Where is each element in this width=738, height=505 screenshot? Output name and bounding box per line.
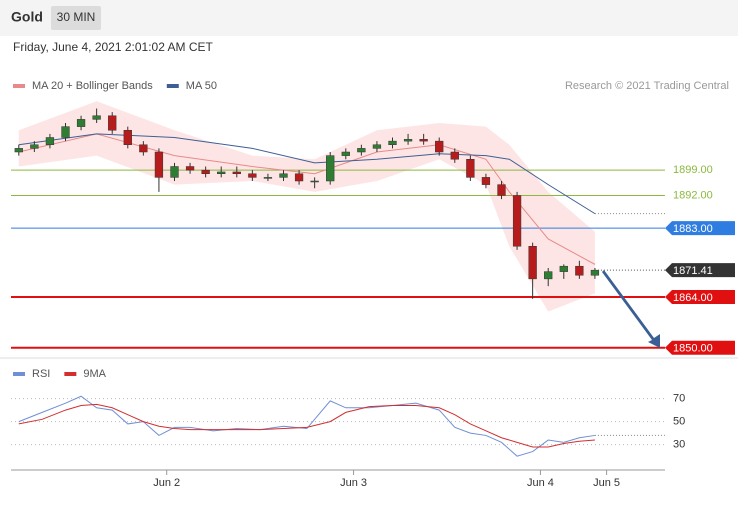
candle-body	[512, 195, 522, 247]
candle-body	[232, 171, 241, 174]
timeframe-label[interactable]: 30 MIN	[57, 10, 96, 24]
instrument-title: Gold	[11, 9, 43, 25]
candle-body	[248, 173, 257, 178]
candle-body	[481, 177, 491, 185]
candle-body	[279, 173, 288, 178]
candle-body	[590, 269, 600, 276]
date: Friday, June 4, 2021 2:01:02 AM CET	[13, 40, 214, 54]
level-label: 1899.00	[673, 164, 713, 176]
rsi-line	[18, 403, 595, 448]
level-label-box	[665, 290, 735, 304]
candle-body	[466, 159, 475, 178]
candle-body	[357, 148, 366, 153]
legend-swatch	[166, 84, 179, 88]
candle-body	[403, 139, 413, 142]
last-price-label: 1871.41	[673, 265, 713, 277]
candle-body	[14, 148, 23, 153]
candle-body	[263, 177, 273, 179]
x-tick-label: Jun 2	[153, 477, 180, 489]
header-bar	[0, 0, 738, 36]
y-tick-label: 50	[673, 416, 685, 428]
legend-label: MA 50	[186, 80, 217, 92]
level-label: 1892.00	[673, 189, 713, 201]
candle-body	[185, 166, 195, 171]
candle-body	[45, 137, 55, 145]
candle-body	[217, 171, 226, 174]
candle-body	[575, 265, 584, 276]
candle-body	[123, 130, 132, 145]
legend-swatch	[13, 84, 25, 88]
candle-body	[76, 119, 86, 127]
candle-body	[497, 184, 506, 196]
candle-body	[388, 140, 397, 145]
candle-body	[419, 139, 428, 142]
candle-body	[294, 173, 304, 182]
y-tick-label: 70	[673, 392, 685, 404]
candle-body	[201, 169, 210, 174]
bollinger-band	[18, 101, 595, 312]
rsi-line	[18, 395, 596, 457]
candle-body	[170, 166, 179, 178]
candle-body	[372, 144, 382, 149]
legend-label: MA 20 + Bollinger Bands	[32, 80, 153, 92]
candle-body	[450, 151, 459, 160]
candle-body	[310, 180, 319, 183]
candle-body	[326, 155, 335, 182]
y-tick-label: 30	[673, 439, 685, 451]
candle-body	[108, 115, 117, 131]
level-label: 1883.00	[673, 223, 713, 235]
candle-body	[528, 246, 537, 280]
level-label-box	[665, 221, 735, 236]
level-label-box	[665, 340, 735, 355]
candle-body	[341, 151, 350, 156]
level-label: 1864.00	[673, 292, 713, 304]
x-tick-label: Jun 4	[527, 477, 554, 489]
moving-average	[18, 133, 596, 215]
last-price-box	[665, 263, 735, 278]
candle-body	[92, 115, 101, 120]
timeframe-button[interactable]	[51, 6, 101, 30]
x-tick-label: Jun 5	[593, 477, 620, 489]
candle-body	[435, 140, 444, 153]
legend-swatch	[13, 372, 25, 376]
candle-body	[61, 126, 70, 138]
candle-body	[30, 144, 39, 149]
legend-label: 9MA	[83, 368, 106, 380]
source: Research © 2021 Trading Central	[565, 80, 729, 92]
level-label: 1850.00	[673, 343, 713, 355]
legend-swatch	[64, 372, 77, 376]
legend-label: RSI	[32, 368, 50, 380]
candle-body	[139, 144, 148, 153]
forecast-arrow	[602, 270, 660, 348]
x-tick-label: Jun 3	[340, 477, 367, 489]
candle-body	[154, 151, 164, 178]
candle-body	[544, 271, 553, 280]
candle-body	[559, 265, 568, 272]
